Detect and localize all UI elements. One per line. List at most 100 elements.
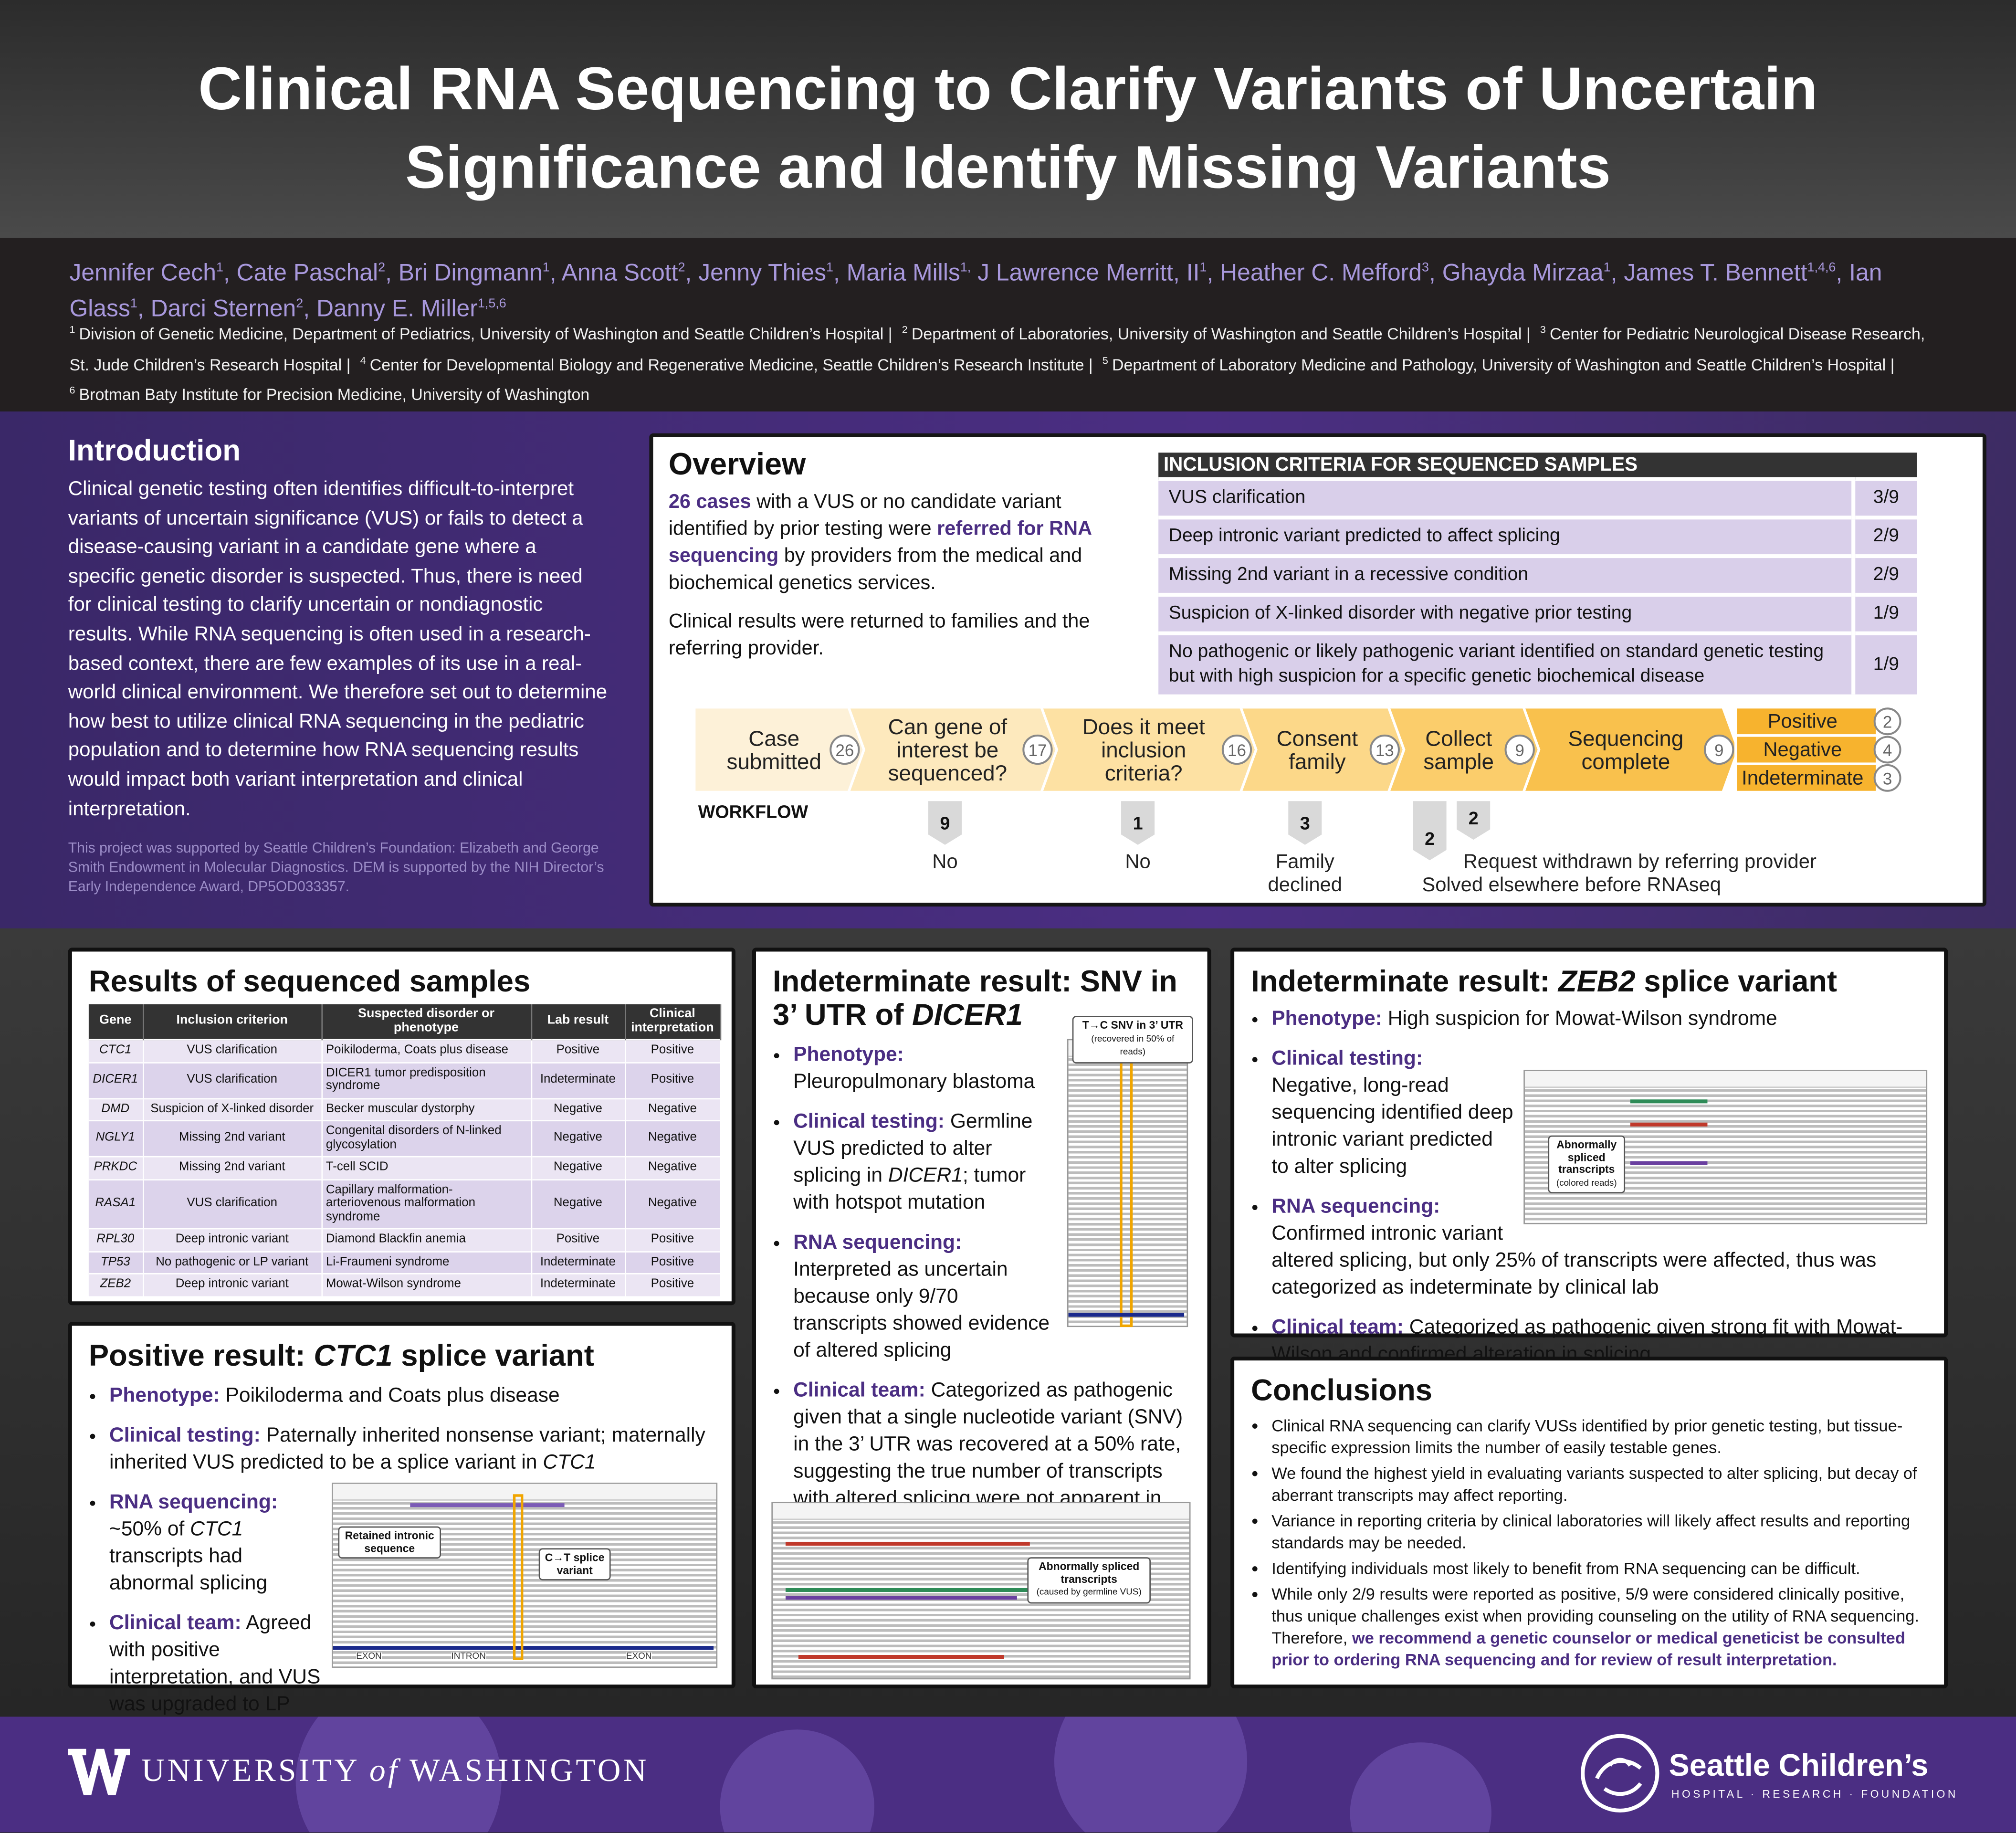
bullet: Clinical team: Categorized as pathogenic… xyxy=(1271,1314,1927,1368)
table-row: Missing 2nd variant in a recessive condi… xyxy=(1158,554,1917,595)
table-body: CTC1 VUS clarification Poikiloderma, Coats… xyxy=(88,1039,721,1296)
figure-bar xyxy=(785,1588,1043,1592)
table-cell: NGLY1 xyxy=(88,1120,144,1157)
column-header: Clinical interpretation xyxy=(625,1004,721,1040)
section-heading: Indeterminate result: ZEB2 splice varian… xyxy=(1251,964,1927,998)
table-row: CTC1 VUS clarification Poikiloderma, Coats… xyxy=(88,1039,721,1063)
dropout-marker xyxy=(1457,801,1491,840)
author-affiliation: 2 xyxy=(378,261,386,275)
table-cell: Negative xyxy=(531,1156,626,1180)
figure-bar xyxy=(1630,1099,1708,1104)
step-label: Sequencing xyxy=(1568,726,1683,750)
text-run: CTC1 xyxy=(190,1518,243,1541)
table-cell: Positive xyxy=(625,1273,721,1296)
step-label: Can gene of xyxy=(888,715,1008,739)
table-cell: Negative xyxy=(625,1120,721,1157)
label-text: Abnormally spliced transcripts xyxy=(1039,1559,1140,1585)
bullet: While only 2/9 results were reported as … xyxy=(1271,1583,1927,1670)
bullet: Phenotype: Poikiloderma and Coats plus d… xyxy=(109,1382,715,1410)
text-run: Confirmed intronic variant altered splic… xyxy=(1271,1222,1877,1299)
separator: , xyxy=(223,258,230,286)
column-header: Suspected disorder or phenotype xyxy=(321,1004,532,1040)
text-run: While only 2/9 results were reported as … xyxy=(1271,1584,1920,1647)
author-name: Anna Scott xyxy=(561,258,678,286)
igv-figure xyxy=(1067,1039,1188,1327)
figure-ruler xyxy=(333,1484,716,1501)
table-head: Gene Inclusion criterion Suspected disorde… xyxy=(88,1004,721,1040)
hospital-name: Seattle Children’s xyxy=(1669,1749,1929,1784)
dropout-count: 1 xyxy=(1133,813,1143,833)
figure-bar xyxy=(333,1646,714,1650)
section-heading: Results of sequenced samples xyxy=(88,964,531,998)
text-run: splice variant xyxy=(1635,964,1838,998)
uw-logo xyxy=(68,1749,130,1795)
table-row: NGLY1 Missing 2nd variant Congenital disor… xyxy=(88,1120,721,1157)
affiliation-text: Department of Laboratory Medicine and Pa… xyxy=(1112,355,1895,374)
paragraph: Clinical results were returned to famili… xyxy=(668,611,1090,660)
table-cell: Li-Fraumeni syndrome xyxy=(321,1250,532,1274)
dicer1-panel: Indeterminate result: SNV in 3’ UTR of D… xyxy=(752,948,1211,1689)
table-head: INCLUSION CRITERIA FOR SEQUENCED SAMPLES xyxy=(1158,453,1917,479)
separator: , xyxy=(385,258,392,286)
logo-mark xyxy=(68,1749,130,1795)
table-row: RASA1 VUS clarification Capillary malforma… xyxy=(88,1178,721,1229)
affiliation-text: Brotman Baty Institute for Precision Med… xyxy=(79,386,590,404)
title-line: Significance and Identify Missing Varian… xyxy=(405,132,1611,201)
table-cell: VUS clarification xyxy=(143,1178,322,1229)
dropout-label: Family xyxy=(1276,850,1334,872)
text-run: Germline VUS predicted to alter splicing… xyxy=(793,1111,1033,1187)
text-run: referred for RNA sequencing xyxy=(668,518,1092,568)
author-affiliation: 3 xyxy=(1422,261,1429,275)
results-table: Gene Inclusion criterion Suspected disorde… xyxy=(88,1004,721,1296)
text-run: Pleuropulmonary blastoma xyxy=(793,1071,1035,1093)
table-row: DMD Suspicion of X-linked disorder Becker … xyxy=(88,1097,721,1121)
hospital-tagline: HOSPITAL · RESEARCH · FOUNDATION xyxy=(1671,1787,1958,1801)
region-label: EXON xyxy=(626,1652,652,1662)
text-run: Paternally inherited nonsense variant; m… xyxy=(109,1424,705,1474)
step-label: Does it meet xyxy=(1082,715,1205,739)
table-cell: VUS clarification xyxy=(143,1061,322,1098)
table-row: Suspicion of X-linked disorder with nega… xyxy=(1158,592,1917,633)
dropout-count: 3 xyxy=(1300,813,1310,833)
table-cell: Diamond Blackfin anemia xyxy=(321,1228,532,1252)
bullet-list: Phenotype: Poikiloderma and Coats plus d… xyxy=(89,1382,715,1476)
bullet: Clinical team: Agreed with positive inte… xyxy=(109,1610,328,1718)
affiliation-number: 2 xyxy=(902,324,908,336)
table-cell: Negative xyxy=(625,1156,721,1180)
text-run: with a VUS or no candidate variant ident… xyxy=(668,491,1061,540)
text-run: we recommend a genetic counselor or medi… xyxy=(1271,1628,1905,1669)
figure-bar xyxy=(1630,1161,1708,1165)
step-label: family xyxy=(1289,749,1346,774)
dropout-count: 2 xyxy=(1425,829,1435,849)
separator: , xyxy=(137,294,144,322)
bullet-list: Abnormally spliced transcripts (colored r… xyxy=(1251,1006,1928,1369)
affiliation-text: Division of Genetic Medicine, Department… xyxy=(79,325,892,344)
text-run: Phenotype: xyxy=(1271,1008,1382,1030)
dropout-count: 2 xyxy=(1469,808,1479,828)
table-row: PRKDC Missing 2nd variant T-cell SCID Negat… xyxy=(88,1156,721,1180)
step-label: sample xyxy=(1423,749,1494,774)
count-badge xyxy=(1873,764,1901,792)
dropout-label: No xyxy=(932,850,957,872)
bullet: Phenotype: High suspicion for Mowat-Wils… xyxy=(1271,1006,1927,1033)
figure-label: C→T splice variant xyxy=(538,1548,611,1580)
text-run: of xyxy=(369,1754,400,1789)
table-cell: VUS clarification xyxy=(143,1039,322,1063)
fraction: 1/9 xyxy=(1851,592,1917,633)
dropout-marker xyxy=(1121,801,1155,845)
table-row: INCLUSION CRITERIA FOR SEQUENCED SAMPLES xyxy=(1158,453,1917,479)
figure-ruler xyxy=(1524,1071,1926,1088)
table-row: Gene Inclusion criterion Suspected disorde… xyxy=(88,1004,721,1040)
text-run: by providers from the medical and bioche… xyxy=(668,545,1082,594)
criterion: Missing 2nd variant in a recessive condi… xyxy=(1158,554,1854,595)
text-run: WASHINGTON xyxy=(399,1754,649,1789)
decor xyxy=(1350,1742,1491,1833)
bullet: Clinical testing: Germline VUS predicted… xyxy=(793,1108,1050,1216)
text-run: DICER1 xyxy=(912,998,1023,1032)
text-run: UNIVERSITY xyxy=(141,1754,369,1789)
paragraph: 26 cases with a VUS or no candidate vari… xyxy=(669,489,1132,597)
separator: , xyxy=(1610,258,1617,286)
count-badge xyxy=(1504,734,1535,765)
fraction: 3/9 xyxy=(1851,477,1917,518)
